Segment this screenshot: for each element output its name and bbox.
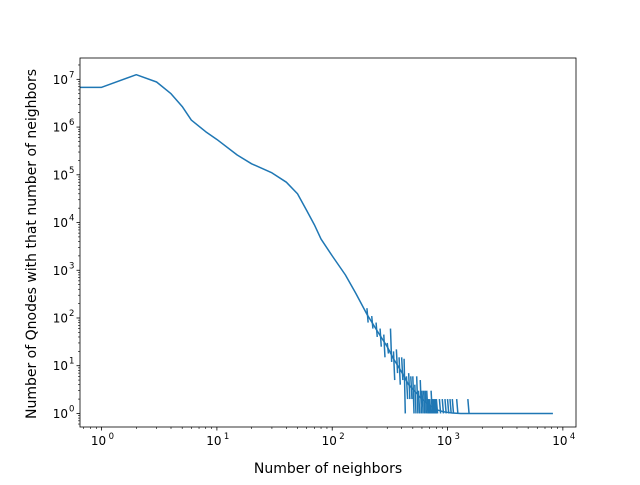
y-tick-label: 10	[53, 121, 68, 135]
y-tick-label: 10	[53, 359, 68, 373]
x-tick-exponent: 2	[339, 432, 344, 442]
axis-ticks: 10 0 10 1 10 2 10 3 10 410 010 110 210 310 410 510 610 7	[53, 64, 575, 448]
x-tick-exponent: 4	[570, 432, 575, 442]
x-tick-exponent: 1	[224, 432, 229, 442]
y-tick-exponent: 3	[69, 261, 74, 271]
x-tick-label: 10	[322, 434, 337, 448]
x-tick-label: 10	[91, 434, 106, 448]
y-tick-label: 10	[53, 311, 68, 325]
series-line	[80, 73, 553, 415]
x-tick-label: 10	[206, 434, 221, 448]
y-tick-exponent: 7	[69, 70, 74, 80]
plot-area	[79, 57, 577, 428]
x-tick-label: 10	[437, 434, 452, 448]
series-noise	[366, 308, 470, 414]
y-tick-exponent: 1	[69, 357, 74, 367]
y-tick-exponent: 0	[69, 404, 74, 414]
x-tick-exponent: 0	[109, 432, 114, 442]
y-tick-label: 10	[53, 216, 68, 230]
y-tick-exponent: 6	[69, 118, 74, 128]
y-tick-label: 10	[53, 407, 68, 421]
y-axis-label: Number of Qnodes with that number of nei…	[24, 69, 40, 419]
y-tick-label: 10	[53, 73, 68, 87]
y-tick-exponent: 2	[69, 309, 74, 319]
axes-frame	[79, 57, 577, 428]
y-tick-exponent: 4	[69, 214, 74, 224]
y-tick-label: 10	[53, 264, 68, 278]
x-tick-label: 10	[552, 434, 567, 448]
y-tick-exponent: 5	[69, 166, 74, 176]
y-tick-label: 10	[53, 168, 68, 182]
x-tick-exponent: 3	[455, 432, 460, 442]
x-axis-label: Number of neighbors	[254, 461, 402, 477]
